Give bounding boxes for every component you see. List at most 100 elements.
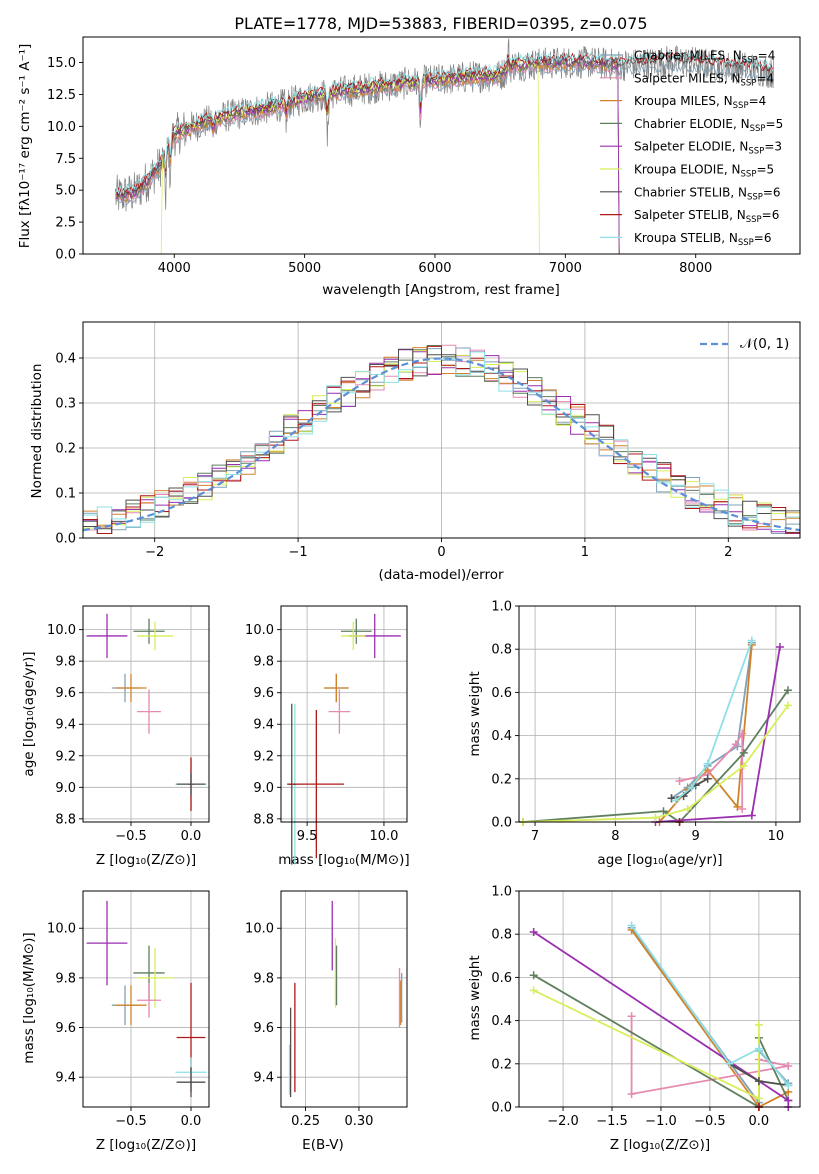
weight-vs-age-ytick-label: 1.0 — [491, 600, 512, 615]
mass-vs-ebv-ytick-label: 9.6 — [253, 1021, 274, 1036]
age-vs-mass-ytick-label: 9.0 — [253, 781, 274, 796]
spectrum-frame — [82, 36, 801, 255]
spectrum-ytick-label: 10.0 — [47, 120, 76, 135]
residuals-xtick-label: −2 — [145, 545, 164, 560]
age-vs-Z-xtick-label: −0.5 — [115, 829, 147, 844]
weight-vs-Z-point-marker — [754, 1077, 763, 1086]
residual-histogram-step — [83, 345, 800, 534]
spectrum-legend-label: Salpeter STELIB, NSSP=6 — [634, 208, 779, 225]
weight-vs-age-xtick-label: 10 — [768, 829, 785, 844]
mass-vs-ebv-xlabel: E(B-V) — [302, 1137, 344, 1153]
mass-vs-ebv-xtick-label: 0.25 — [291, 1114, 320, 1129]
weight-vs-Z-xlabel: Z [log₁₀(Z/Z⊙)] — [610, 1137, 710, 1153]
spectrum-model-line — [115, 58, 620, 254]
weight-vs-age-ytick-label: 0.0 — [491, 816, 512, 831]
mass-vs-Z-ytick-label: 9.6 — [55, 1021, 76, 1036]
weight-vs-age-xtick-label: 9 — [691, 829, 699, 844]
weight-vs-Z-ytick-label: 0.0 — [491, 1101, 512, 1116]
weight-vs-age-point-marker — [739, 748, 748, 757]
age-vs-Z-ytick-label: 8.8 — [55, 812, 76, 827]
residuals-legend-label: 𝒩(0, 1) — [740, 336, 789, 352]
spectrum-ytick-label: 7.5 — [55, 152, 76, 167]
age-vs-mass-frame — [280, 605, 408, 823]
residual-histogram-step — [83, 351, 800, 530]
spectrum-ylabel: Flux [fλ10⁻¹⁷ erg cm⁻² s⁻¹ A⁻¹] — [17, 44, 33, 249]
mass-vs-Z-ytick-label: 9.4 — [55, 1071, 76, 1086]
weight-vs-age-point-marker — [783, 701, 792, 710]
age-vs-mass-ytick-label: 9.2 — [253, 749, 274, 764]
age-vs-Z-ytick-label: 9.0 — [55, 781, 76, 796]
weight-vs-Z-ytick-label: 0.8 — [491, 928, 512, 943]
weight-vs-Z-xtick-label: −2.0 — [547, 1114, 579, 1129]
age-vs-Z-ytick-label: 9.6 — [55, 686, 76, 701]
age-vs-mass-ytick-label: 9.8 — [253, 655, 274, 670]
weight-vs-age-ytick-label: 0.2 — [491, 772, 512, 787]
weight-vs-Z-point-marker — [754, 1020, 763, 1029]
weight-vs-age-point-marker — [671, 796, 680, 805]
age-vs-Z-xlabel: Z [log₁₀(Z/Z⊙)] — [96, 852, 196, 868]
residuals-xtick-label: −1 — [289, 545, 308, 560]
mass-vs-ebv-ytick-label: 10.0 — [245, 922, 274, 937]
weight-vs-Z-point-marker — [627, 1090, 636, 1099]
weight-vs-Z-point-marker — [784, 1081, 793, 1090]
spectrum-xtick-label: 7000 — [549, 261, 582, 276]
weight-vs-age-point-marker — [675, 776, 684, 785]
weight-vs-age-point-marker — [667, 794, 676, 803]
mass-vs-Z-xtick-label: −0.5 — [115, 1114, 147, 1129]
weight-vs-age-point-marker — [651, 813, 660, 822]
age-vs-mass-ytick-label: 9.6 — [253, 686, 274, 701]
weight-vs-Z-xtick-label: −1.5 — [596, 1114, 628, 1129]
spectrum-xtick-label: 8000 — [679, 261, 712, 276]
spectrum-legend-label: Chabrier STELIB, NSSP=6 — [634, 185, 781, 202]
residuals-ytick-label: 0.3 — [55, 397, 76, 412]
weight-vs-Z-point-marker — [529, 928, 538, 937]
mass-vs-ebv-frame — [280, 890, 408, 1108]
age-vs-mass-xtick-label: 10.0 — [369, 829, 398, 844]
weight-vs-age-ytick-label: 0.8 — [491, 643, 512, 658]
spectrum-model-line — [115, 59, 620, 254]
weight-vs-Z-point-marker — [784, 1061, 793, 1070]
weight-vs-age-xtick-label: 7 — [531, 829, 539, 844]
weight-vs-age-point-marker — [731, 740, 740, 749]
spectrum-ytick-label: 12.5 — [47, 88, 76, 103]
spectrum-legend-label: Salpeter ELODIE, NSSP=3 — [634, 140, 782, 157]
spectrum-model-line — [160, 55, 540, 254]
mass-vs-ebv-ytick-label: 9.8 — [253, 971, 274, 986]
weight-vs-age-point-marker — [738, 805, 747, 814]
age-vs-Z-xtick-label: 0.0 — [181, 829, 202, 844]
weight-vs-age-frame — [518, 605, 801, 823]
weight-vs-age-point-marker — [659, 807, 668, 816]
age-vs-Z-ylabel: age [log₁₀(age/yr)] — [21, 651, 37, 776]
weight-vs-age-ytick-label: 0.4 — [491, 729, 512, 744]
residuals-xtick-label: 2 — [724, 545, 732, 560]
spectrum-ytick-label: 5.0 — [55, 184, 76, 199]
spectrum-ytick-label: 2.5 — [55, 216, 76, 231]
residuals-ytick-label: 0.1 — [55, 487, 76, 502]
spectrum-legend-label: Salpeter MILES, NSSP=4 — [634, 71, 774, 88]
weight-vs-Z-ytick-label: 1.0 — [491, 885, 512, 900]
weight-vs-Z-xtick-label: 0.0 — [749, 1114, 770, 1129]
mass-vs-Z-frame — [82, 890, 210, 1108]
weight-vs-age-xtick-label: 8 — [611, 829, 619, 844]
spectrum-xlabel: wavelength [Angstrom, rest frame] — [322, 282, 560, 298]
mass-vs-Z-xlabel: Z [log₁₀(Z/Z⊙)] — [96, 1137, 196, 1153]
residuals-xlabel: (data-model)/error — [378, 567, 504, 583]
mass-vs-Z-ytick-label: 10.0 — [47, 922, 76, 937]
spectrum-model-line — [115, 57, 620, 254]
weight-vs-age-series-line — [671, 778, 709, 800]
age-vs-mass-xtick-label: 9.5 — [297, 829, 318, 844]
normal-curve-line — [82, 357, 801, 532]
age-vs-mass-ytick-label: 10.0 — [245, 623, 274, 638]
spectrum-ytick-label: 15.0 — [47, 56, 76, 71]
residuals-frame — [82, 321, 801, 539]
spectrum-xtick-label: 6000 — [418, 261, 451, 276]
weight-vs-age-ytick-label: 0.6 — [491, 686, 512, 701]
weight-vs-Z-ytick-label: 0.2 — [491, 1057, 512, 1072]
weight-vs-Z-series-line — [630, 925, 790, 1086]
weight-vs-age-point-marker — [703, 774, 712, 783]
mass-vs-Z-ylabel: mass [log₁₀(M/M⊙)] — [21, 932, 37, 1063]
weight-vs-Z-ytick-label: 0.6 — [491, 971, 512, 986]
weight-vs-age-ylabel: mass weight — [467, 671, 483, 756]
spectrum-xtick-label: 4000 — [158, 261, 191, 276]
